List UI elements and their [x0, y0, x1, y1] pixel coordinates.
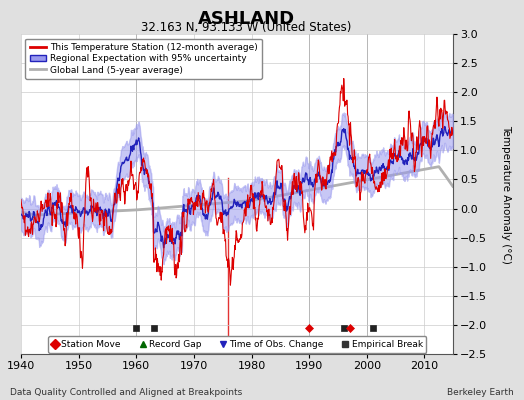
Y-axis label: Temperature Anomaly (°C): Temperature Anomaly (°C) — [501, 124, 511, 264]
Text: ASHLAND: ASHLAND — [198, 10, 295, 28]
Text: Data Quality Controlled and Aligned at Breakpoints: Data Quality Controlled and Aligned at B… — [10, 388, 243, 397]
Text: 32.163 N, 93.133 W (United States): 32.163 N, 93.133 W (United States) — [141, 21, 352, 34]
Legend: Station Move, Record Gap, Time of Obs. Change, Empirical Break: Station Move, Record Gap, Time of Obs. C… — [48, 336, 427, 353]
Text: Berkeley Earth: Berkeley Earth — [447, 388, 514, 397]
